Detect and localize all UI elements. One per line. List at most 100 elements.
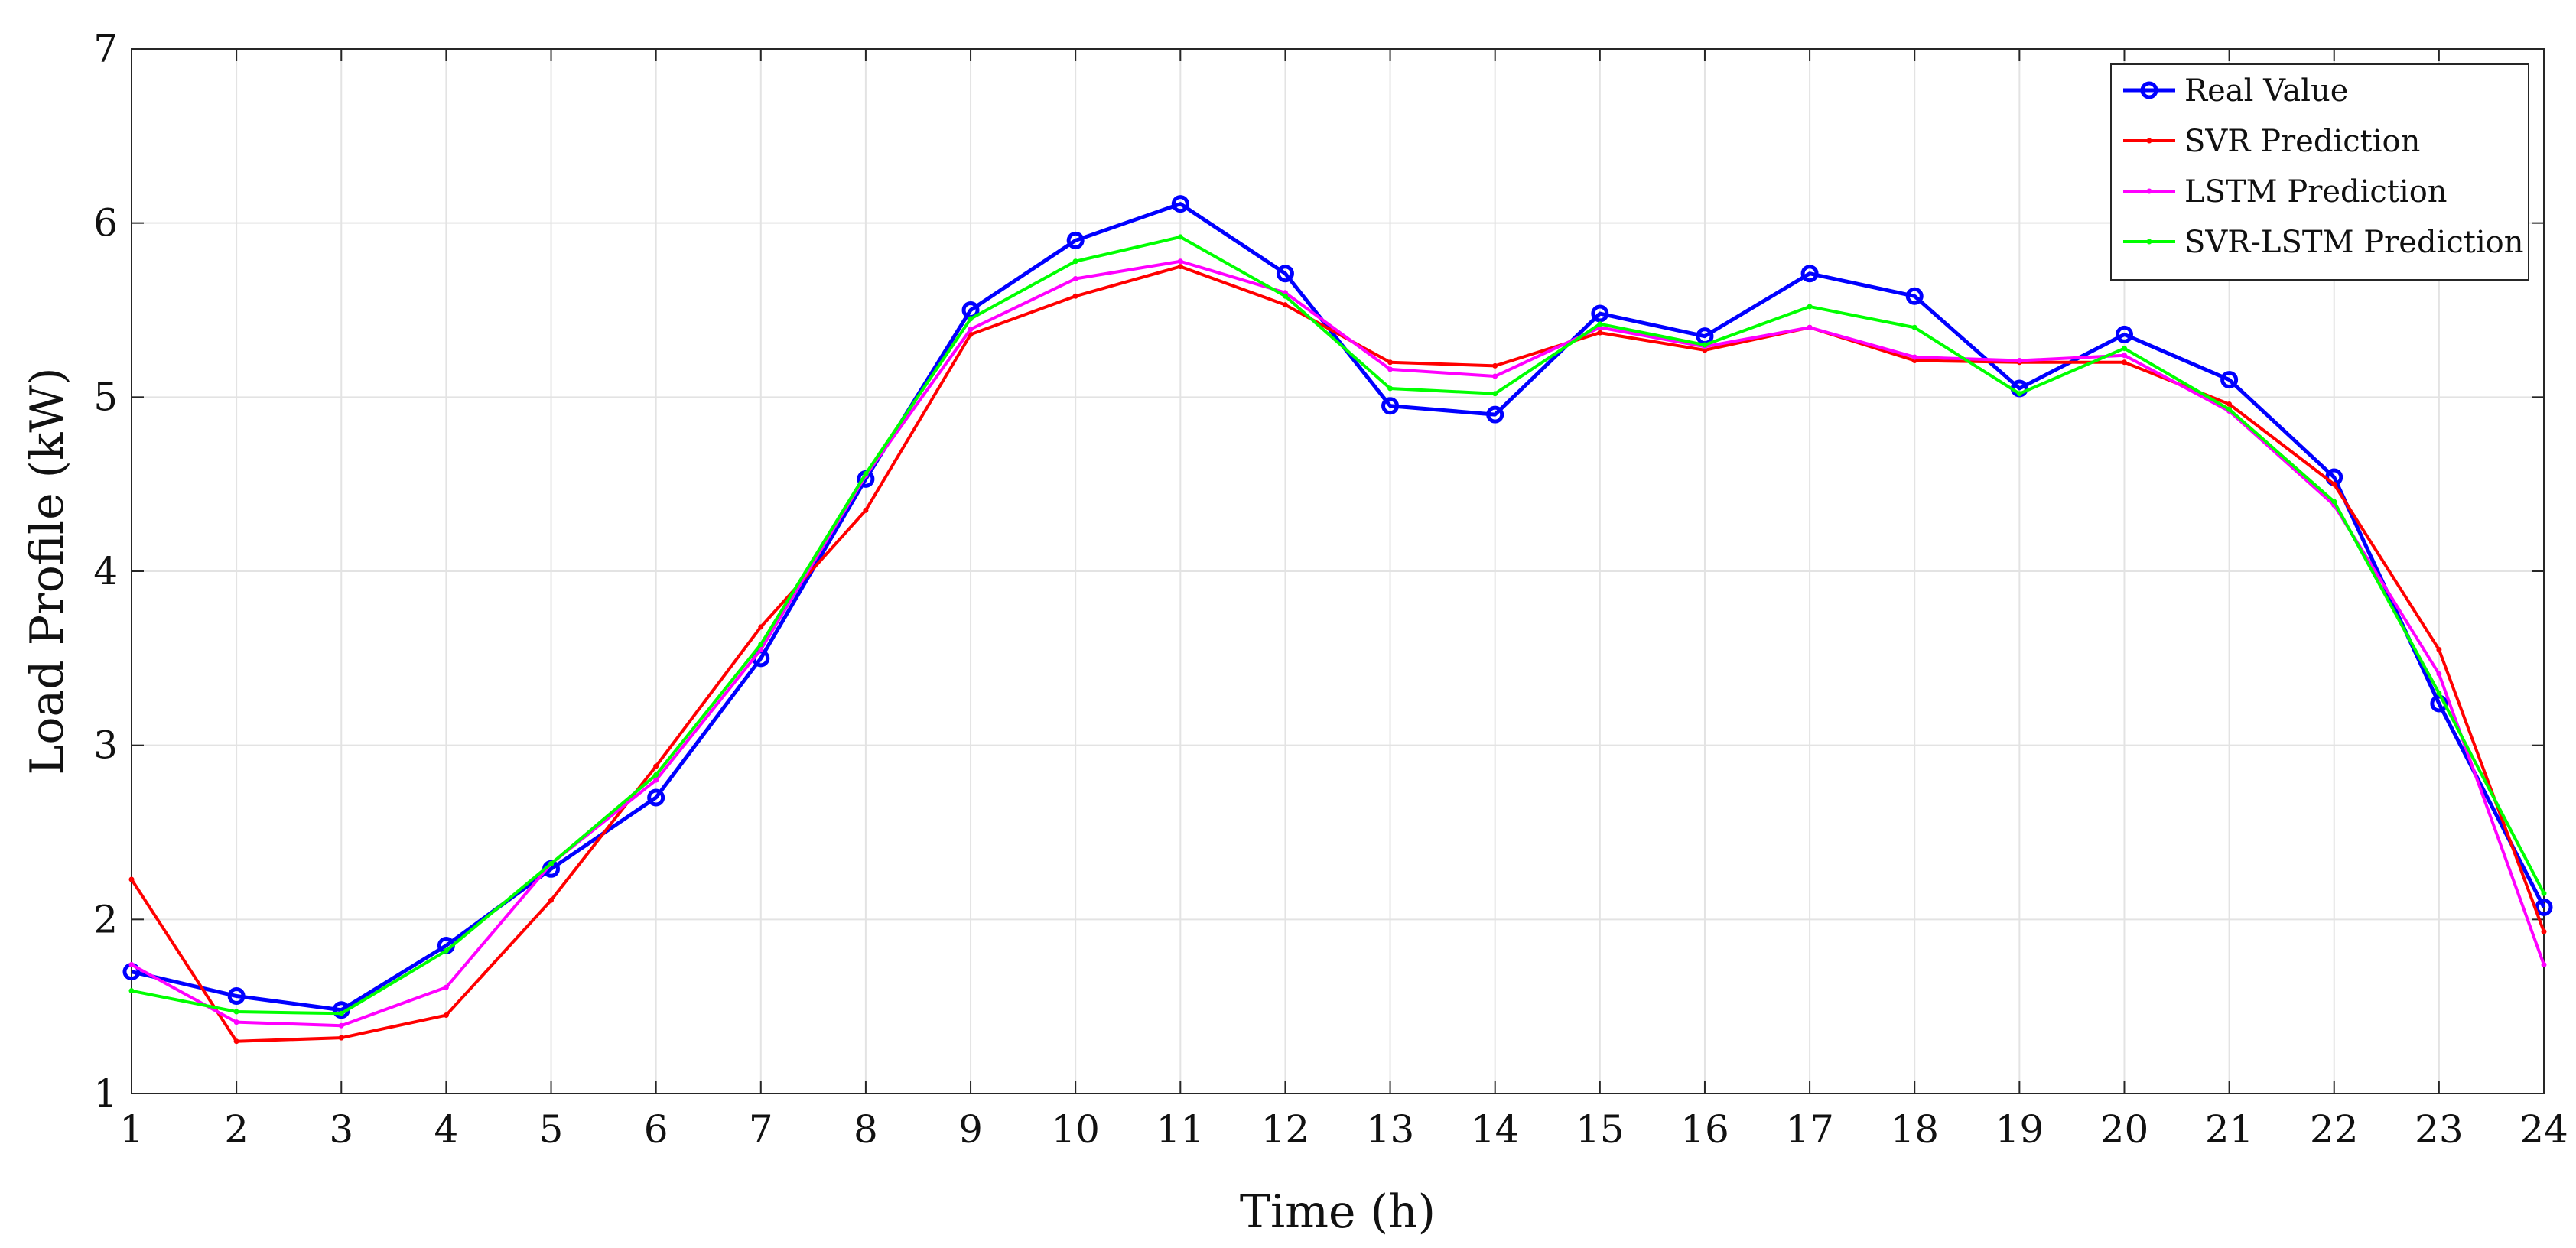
legend-item: LSTM Prediction: [2123, 174, 2448, 210]
data-point: [443, 947, 449, 954]
series-group: [122, 195, 2553, 1045]
data-point: [1171, 195, 1189, 213]
data-point: [1486, 405, 1504, 424]
y-tick-label: 1: [93, 1071, 118, 1116]
data-point: [653, 772, 659, 778]
y-tick-label: 6: [93, 201, 118, 245]
data-point: [338, 1035, 344, 1041]
x-tick-label: 14: [1471, 1107, 1520, 1152]
data-point: [2016, 358, 2022, 364]
data-point: [2541, 890, 2547, 896]
series-svr-lstm-prediction: [128, 234, 2547, 1016]
x-tick-label: 6: [644, 1107, 668, 1152]
data-point: [1702, 342, 1708, 348]
data-point: [863, 471, 869, 477]
data-point: [2436, 690, 2442, 696]
data-point: [1800, 265, 1819, 283]
series-line: [131, 202, 2546, 1012]
data-point: [1282, 293, 1288, 299]
data-point: [1066, 231, 1085, 249]
data-point: [2436, 646, 2442, 652]
data-point: [758, 624, 764, 630]
grid: [131, 48, 2545, 1094]
data-point: [233, 1038, 239, 1045]
legend-item: SVR-LSTM Prediction: [2123, 225, 2523, 260]
series-line: [130, 265, 2545, 1043]
data-point: [443, 984, 449, 990]
legend-item: SVR Prediction: [2123, 124, 2420, 159]
y-tick-label: 7: [93, 27, 118, 71]
x-tick-label: 12: [1261, 1107, 1310, 1152]
y-tick-label: 3: [93, 723, 118, 768]
data-point: [1387, 366, 1394, 372]
data-point: [443, 1012, 449, 1019]
data-point: [1177, 258, 1183, 265]
x-tick-label: 22: [2310, 1107, 2359, 1152]
data-point: [2541, 928, 2547, 934]
x-tick-label: 8: [854, 1107, 878, 1152]
data-point: [2331, 481, 2337, 487]
series-line: [131, 235, 2545, 1016]
legend-marker: [2140, 81, 2158, 99]
x-tick-label: 23: [2415, 1107, 2464, 1152]
x-tick-label: 17: [1785, 1107, 1834, 1152]
data-point: [227, 987, 246, 1006]
data-point: [1597, 321, 1603, 327]
axis-ticks: 1 2 3 4 5 6 7 8 9 10 11 12 13 14 15 16 17 18 19 20 21 22 23 241…: [93, 27, 2568, 1152]
legend-item: Real Value: [2123, 73, 2348, 109]
data-point: [758, 642, 764, 648]
data-point: [2016, 391, 2022, 397]
data-point: [2121, 353, 2127, 359]
x-tick-label: 1: [119, 1107, 144, 1152]
data-point: [863, 507, 869, 513]
data-point: [1905, 287, 1924, 305]
x-tick-label: 24: [2519, 1107, 2568, 1152]
data-point: [2121, 359, 2127, 366]
legend-label: LSTM Prediction: [2184, 174, 2448, 210]
data-point: [2535, 898, 2553, 916]
data-point: [2226, 406, 2233, 412]
x-tick-label: 18: [1890, 1107, 1939, 1152]
legend-marker: [2146, 138, 2152, 144]
x-tick-label: 4: [434, 1107, 458, 1152]
data-point: [968, 316, 974, 322]
x-tick-label: 13: [1366, 1107, 1415, 1152]
data-point: [128, 876, 135, 882]
data-point: [233, 1019, 239, 1025]
data-point: [548, 860, 555, 866]
x-tick-label: 11: [1156, 1107, 1205, 1152]
x-axis-label: Time (h): [1240, 1185, 1436, 1239]
data-point: [1492, 362, 1498, 369]
data-point: [338, 1022, 344, 1029]
data-point: [2436, 671, 2442, 677]
data-point: [1072, 276, 1078, 282]
x-tick-label: 20: [2100, 1107, 2149, 1152]
data-point: [1492, 373, 1498, 379]
legend: Real Value SVR Prediction LSTM Prediction S…: [2110, 63, 2529, 281]
x-tick-label: 16: [1680, 1107, 1729, 1152]
data-point: [2121, 346, 2127, 352]
data-point: [2115, 325, 2133, 343]
legend-label: SVR Prediction: [2184, 124, 2420, 159]
data-point: [1072, 293, 1078, 299]
legend-label: SVR-LSTM Prediction: [2184, 225, 2523, 260]
data-point: [1282, 302, 1288, 308]
data-point: [653, 763, 659, 769]
data-point: [233, 1009, 239, 1015]
legend-label: Real Value: [2184, 73, 2348, 109]
data-point: [647, 788, 665, 807]
x-tick-label: 10: [1051, 1107, 1100, 1152]
data-point: [1911, 354, 1917, 360]
data-point: [1381, 397, 1400, 415]
data-point: [2226, 401, 2233, 407]
x-tick-label: 21: [2205, 1107, 2254, 1152]
data-point: [2541, 962, 2547, 968]
data-point: [1387, 359, 1394, 366]
data-point: [338, 1010, 344, 1016]
series-line: [131, 259, 2545, 1028]
data-point: [1807, 304, 1813, 310]
x-tick-label: 7: [749, 1107, 773, 1152]
x-tick-label: 19: [1995, 1107, 2044, 1152]
y-tick-label: 4: [93, 549, 118, 593]
